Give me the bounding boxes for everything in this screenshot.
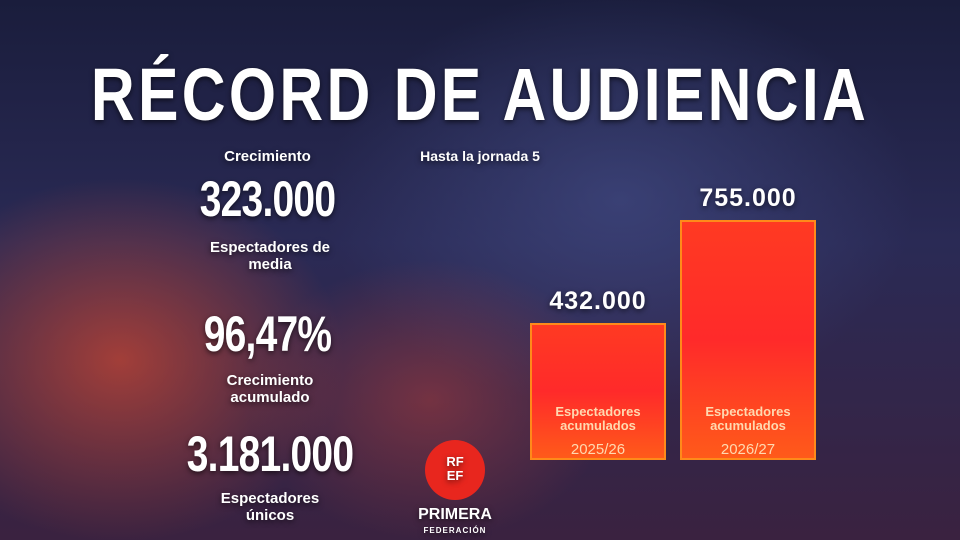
stat-value: 323.000: [199, 171, 336, 227]
bar-label: Espectadores acumulados: [705, 404, 791, 433]
stat-caption: Espectadores únicos: [220, 490, 320, 524]
logo-text: RF: [446, 454, 464, 469]
stat-heading: Crecimiento: [224, 148, 311, 165]
logo-name: PRIMERA: [418, 506, 492, 523]
stat-caption: Espectadores de media: [209, 239, 331, 273]
x-tick-label: 2025/26: [570, 441, 626, 458]
stat-value: 3.181.000: [186, 426, 354, 482]
value-label: 432.000: [549, 286, 647, 315]
bar: [680, 220, 816, 460]
logo-text: EF: [446, 468, 464, 483]
logo-subname: FEDERACIÓN: [423, 526, 487, 535]
title: RÉCORD DE AUDIENCIA: [90, 53, 870, 136]
chart-subtitle: Hasta la jornada 5: [420, 148, 540, 164]
bar-label: Espectadores acumulados: [555, 404, 641, 433]
stat-caption: Crecimiento acumulado: [226, 372, 314, 406]
value-label: 755.000: [699, 184, 797, 212]
bar: [530, 322, 666, 460]
x-tick-label: 2026/27: [720, 441, 776, 458]
stat-value: 96,47%: [203, 306, 332, 362]
logo-mark: RF EF: [425, 440, 485, 500]
